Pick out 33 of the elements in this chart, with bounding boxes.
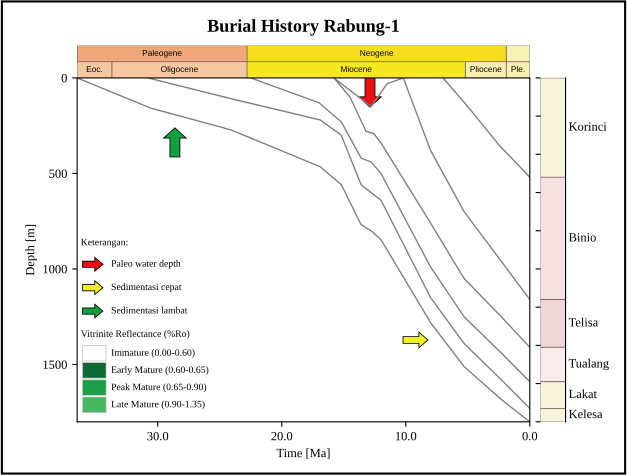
legend-label: Ple. [512, 66, 524, 72]
series-label: Binio [568, 233, 596, 242]
y-axis-title: Depth [m] [26, 224, 37, 276]
x-tick-label: 0.0 [522, 432, 538, 440]
y-tick-label: 500 [49, 169, 67, 178]
annotation: Sedimentasi cepat [112, 283, 182, 292]
annotation: Keterangan: [81, 238, 128, 248]
series-label: Miocene [341, 66, 372, 72]
y-tick-label: 1500 [44, 360, 67, 369]
series-label: Paleogene [142, 50, 182, 58]
y-tick-label: 0 [62, 74, 67, 82]
annotation: Late Mature (0.90-1.35) [111, 400, 205, 410]
series-label: Telisa [568, 318, 598, 327]
x-tick-label: 30.0 [147, 432, 168, 440]
chart-title: Burial History Rabung-1 [207, 19, 399, 36]
annotation: Early Mature (0.60-0.65) [111, 366, 208, 375]
annotation: Paleo water depth [111, 260, 181, 269]
series-label: Oligocene [161, 66, 198, 74]
annotation: Peak Mature (0.65-0.90) [111, 383, 206, 392]
series-label: Pliocene [470, 66, 502, 72]
series-label: Kelesa [568, 409, 602, 418]
annotation: Sedimentasi lambat [112, 306, 188, 314]
series-label: Eoc. [86, 66, 102, 72]
x-tick-label: 20.0 [271, 432, 292, 440]
annotation: Immature (0.00-0.60) [111, 348, 195, 358]
series-label: Tualang [568, 358, 609, 370]
series-label: Korinci [568, 122, 607, 131]
x-axis-title: Time [Ma] [276, 448, 330, 459]
y-tick-label: 1000 [44, 264, 67, 274]
series-label: Neogene [360, 50, 394, 58]
series-label: Lakat [568, 389, 597, 398]
annotation: Vitrinite Reflectance (%Ro) [80, 330, 190, 339]
x-tick-label: 10.0 [396, 432, 416, 440]
